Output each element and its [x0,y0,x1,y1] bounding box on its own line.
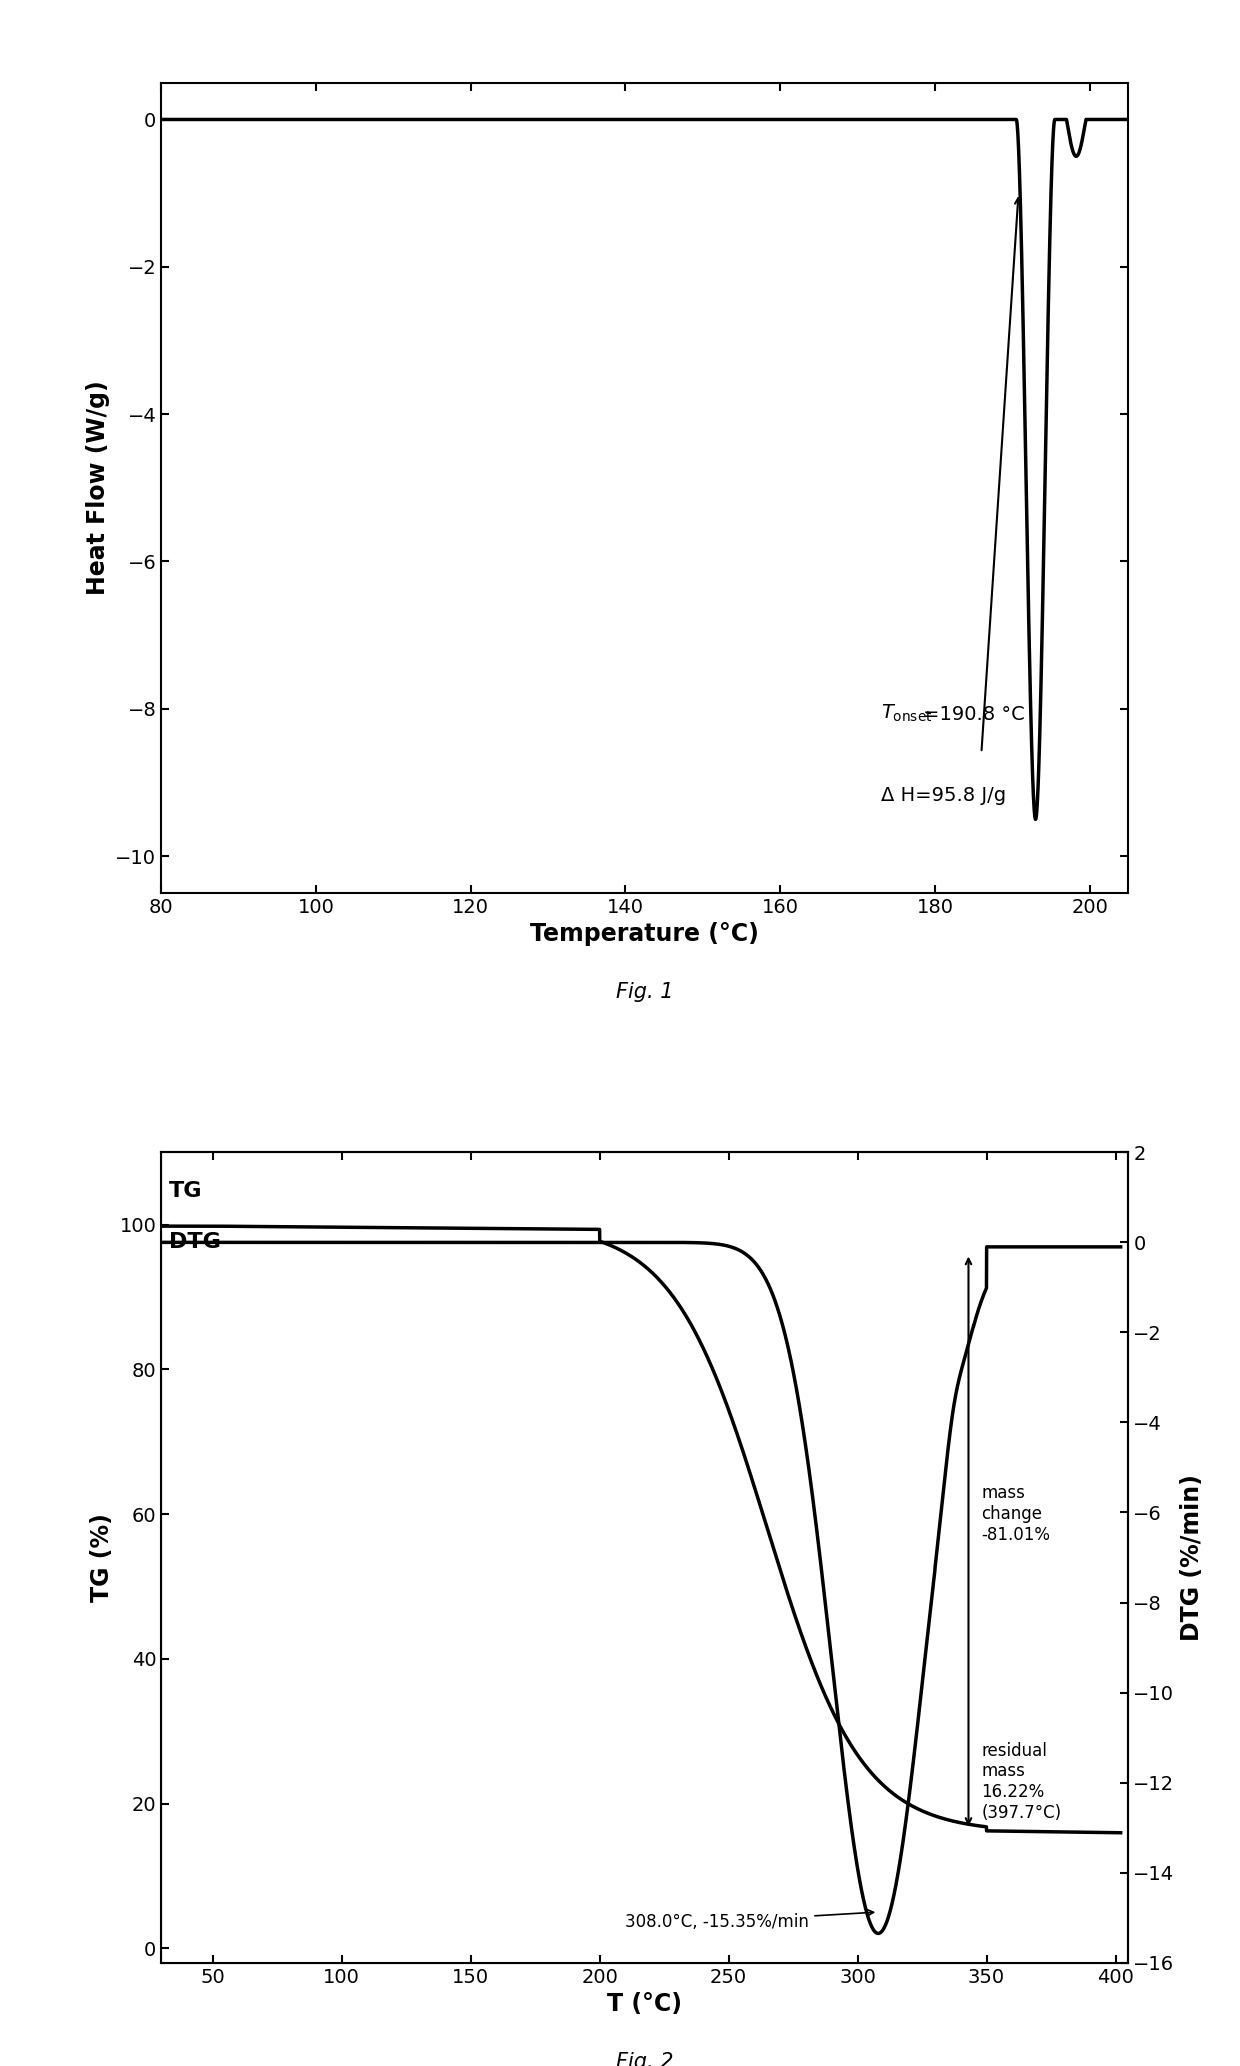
Text: DTG: DTG [169,1231,221,1252]
Text: 308.0°C, -15.35%/min: 308.0°C, -15.35%/min [625,1909,874,1930]
X-axis label: Temperature (°C): Temperature (°C) [531,921,759,946]
Text: residual
mass
16.22%
(397.7°C): residual mass 16.22% (397.7°C) [981,1742,1061,1822]
Text: Δ H=95.8 J/g: Δ H=95.8 J/g [880,785,1006,804]
Y-axis label: DTG (%/min): DTG (%/min) [1180,1473,1204,1640]
Text: mass
change
-81.01%: mass change -81.01% [981,1483,1050,1543]
Text: Fig. 1: Fig. 1 [616,981,673,1002]
Text: Fig. 2: Fig. 2 [616,2052,673,2066]
X-axis label: T (°C): T (°C) [608,1992,682,2016]
Text: $T_{\mathrm{onset}}$: $T_{\mathrm{onset}}$ [880,702,932,723]
Text: =190.8 °C: =190.8 °C [924,705,1025,723]
Y-axis label: TG (%): TG (%) [91,1512,114,1601]
Text: TG: TG [169,1182,202,1200]
Y-axis label: Heat Flow (W/g): Heat Flow (W/g) [86,380,110,595]
